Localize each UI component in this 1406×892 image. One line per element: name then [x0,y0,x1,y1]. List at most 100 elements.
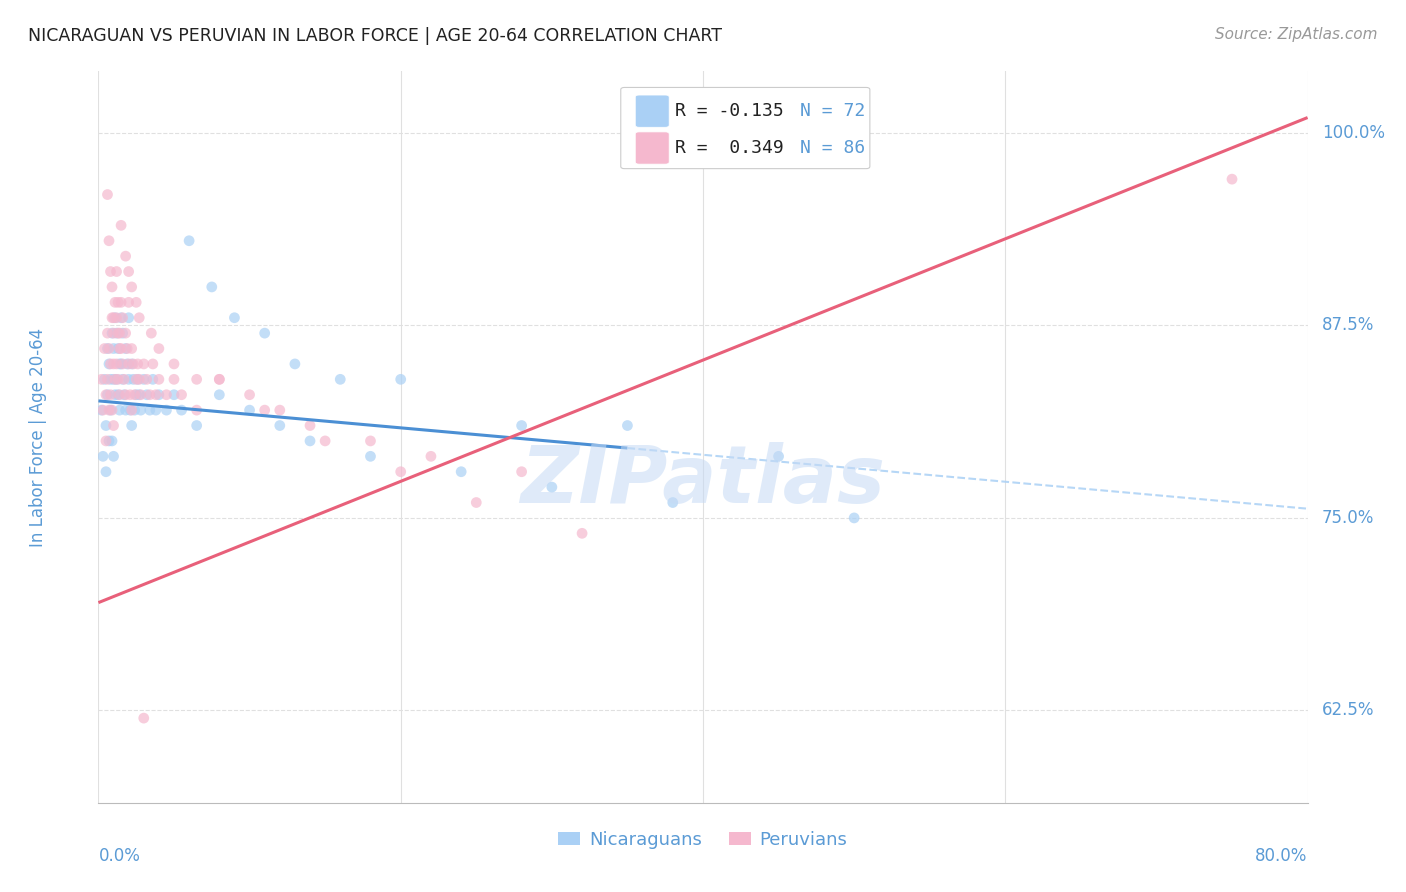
Point [111,357,134,371]
Point [1220,172,1243,186]
Point [118,295,141,310]
Point [96,388,118,402]
Point [94,418,117,433]
Point [141,326,163,340]
Point [100,357,122,371]
Point [98,434,121,448]
Point [186,372,208,386]
Point [145,388,167,402]
Point [101,310,124,325]
Point [103,326,125,340]
Point [90,403,112,417]
Point [139,403,162,417]
Point [94,434,117,448]
Point [111,326,134,340]
Point [108,342,131,356]
Point [91,450,114,464]
Point [121,357,143,371]
Point [768,450,790,464]
Text: N = 86: N = 86 [800,139,865,157]
Point [107,326,129,340]
Point [103,342,125,356]
Point [108,403,131,417]
Point [420,450,443,464]
Point [155,403,177,417]
Text: 62.5%: 62.5% [1322,701,1375,720]
Point [111,310,134,325]
Point [105,310,128,325]
Text: 87.5%: 87.5% [1322,317,1375,334]
Point [100,264,122,278]
Point [163,357,186,371]
Point [299,418,322,433]
Point [389,372,412,386]
Text: N = 72: N = 72 [800,103,865,120]
Point [661,495,683,509]
Point [122,357,145,371]
Legend: Nicaraguans, Peruvians: Nicaraguans, Peruvians [551,823,855,856]
Point [98,403,121,417]
Point [105,326,128,340]
Point [148,388,170,402]
Point [93,342,115,356]
FancyBboxPatch shape [636,95,669,128]
Point [186,403,208,417]
Point [170,388,193,402]
Point [208,372,231,386]
Point [145,403,167,417]
Point [108,326,131,340]
Point [253,326,276,340]
Point [122,372,145,386]
Point [132,357,155,371]
Point [118,264,141,278]
Point [110,295,132,310]
Point [128,310,150,325]
Text: 0.0%: 0.0% [98,847,141,864]
Point [269,418,291,433]
Point [163,388,186,402]
Point [105,372,128,386]
Point [142,372,165,386]
Point [125,388,148,402]
Text: NICARAGUAN VS PERUVIAN IN LABOR FORCE | AGE 20-64 CORRELATION CHART: NICARAGUAN VS PERUVIAN IN LABOR FORCE | … [28,27,723,45]
Point [124,388,146,402]
Point [103,357,125,371]
Point [103,450,125,464]
Point [208,388,231,402]
Point [110,310,132,325]
Point [239,403,262,417]
Point [148,342,170,356]
Point [132,711,155,725]
Point [110,219,132,233]
Point [201,280,224,294]
Point [100,403,122,417]
Point [124,403,146,417]
Point [107,372,129,386]
Point [111,372,134,386]
Point [186,418,208,433]
Point [121,403,143,417]
Point [114,388,136,402]
Point [163,372,186,386]
Point [115,357,138,371]
Text: 100.0%: 100.0% [1322,124,1385,142]
Point [108,388,131,402]
Point [101,403,124,417]
Point [253,403,276,417]
Point [127,357,149,371]
Point [91,403,114,417]
Point [284,357,307,371]
Point [101,326,124,340]
Point [120,388,142,402]
Text: R = -0.135: R = -0.135 [675,103,785,120]
Point [132,372,155,386]
Point [314,434,336,448]
Point [114,403,136,417]
Point [101,434,124,448]
Point [96,187,118,202]
Point [90,372,112,386]
Point [450,465,472,479]
Point [100,388,122,402]
Point [110,342,132,356]
Point [571,526,593,541]
